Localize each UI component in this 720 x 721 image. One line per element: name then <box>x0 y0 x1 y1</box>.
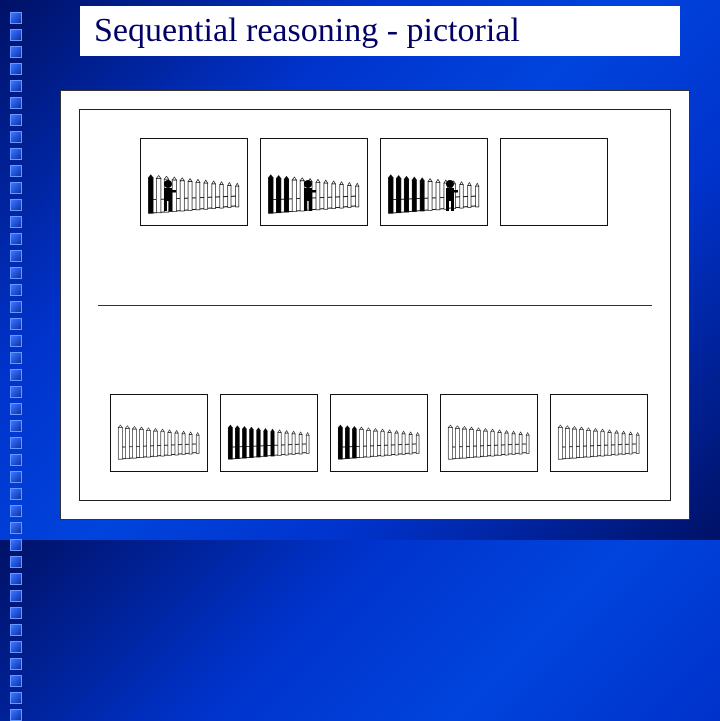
bullet-square <box>10 692 22 704</box>
bullet-square <box>10 539 22 551</box>
sequence-panel <box>500 138 608 226</box>
bullet-square <box>10 318 22 330</box>
bullet-square <box>10 556 22 568</box>
fence-illustration <box>387 169 481 217</box>
content-area <box>60 90 690 520</box>
option-panel <box>110 394 208 472</box>
fence-illustration <box>557 420 641 463</box>
bullet-square <box>10 471 22 483</box>
sequence-panel <box>260 138 368 226</box>
bullet-square <box>10 12 22 24</box>
bullet-square <box>10 675 22 687</box>
bullet-square <box>10 63 22 75</box>
option-panel <box>440 394 538 472</box>
bullet-square <box>10 301 22 313</box>
option-panel <box>550 394 648 472</box>
person-figure <box>299 179 317 213</box>
bullet-square <box>10 488 22 500</box>
bullet-square <box>10 165 22 177</box>
person-figure <box>441 179 459 213</box>
fence-illustration <box>447 420 531 463</box>
bullet-square <box>10 284 22 296</box>
bullet-square <box>10 420 22 432</box>
bullet-square <box>10 403 22 415</box>
bullet-square <box>10 335 22 347</box>
title-bar: Sequential reasoning - pictorial <box>80 6 680 56</box>
sequence-panel <box>380 138 488 226</box>
bullet-square <box>10 131 22 143</box>
option-panel <box>330 394 428 472</box>
option-panel <box>220 394 318 472</box>
bullet-square <box>10 216 22 228</box>
bullet-square <box>10 369 22 381</box>
bullet-square <box>10 46 22 58</box>
bullet-square <box>10 182 22 194</box>
bullet-square <box>10 80 22 92</box>
bullet-square <box>10 590 22 602</box>
fence-illustration <box>227 420 311 463</box>
sequence-top-row <box>140 138 608 226</box>
bullet-square <box>10 352 22 364</box>
bullet-square <box>10 250 22 262</box>
bullet-square <box>10 573 22 585</box>
bullet-square <box>10 437 22 449</box>
sequence-panel <box>140 138 248 226</box>
fence-illustration <box>337 420 421 463</box>
bullet-square <box>10 267 22 279</box>
bullet-square <box>10 114 22 126</box>
bullet-square <box>10 148 22 160</box>
bullet-square <box>10 607 22 619</box>
bullet-square <box>10 505 22 517</box>
bullet-square <box>10 97 22 109</box>
bullet-square <box>10 29 22 41</box>
inner-frame <box>79 109 671 501</box>
decorative-bullet-strip <box>10 12 30 721</box>
options-bottom-row <box>110 394 648 472</box>
bullet-square <box>10 658 22 670</box>
bullet-square <box>10 624 22 636</box>
bullet-square <box>10 641 22 653</box>
person-figure <box>159 179 177 213</box>
slide-title: Sequential reasoning - pictorial <box>94 12 520 50</box>
bullet-square <box>10 522 22 534</box>
bullet-square <box>10 386 22 398</box>
bullet-square <box>10 199 22 211</box>
bullet-square <box>10 233 22 245</box>
fence-illustration <box>117 420 201 463</box>
bullet-square <box>10 709 22 721</box>
divider-line <box>98 305 652 306</box>
bullet-square <box>10 454 22 466</box>
